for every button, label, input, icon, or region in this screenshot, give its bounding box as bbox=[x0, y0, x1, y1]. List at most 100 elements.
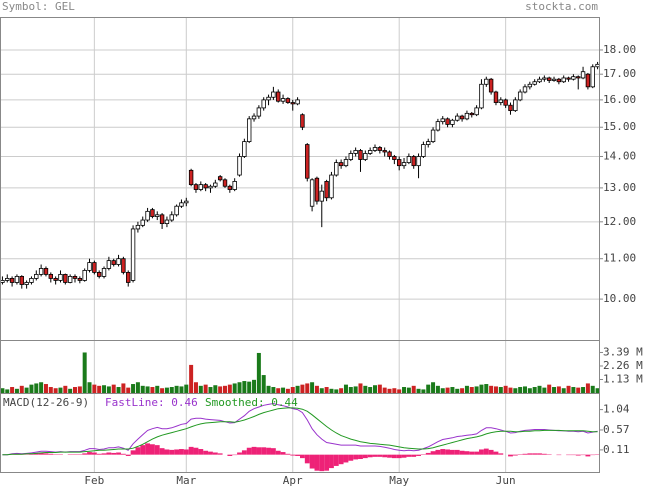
candle-body bbox=[242, 141, 247, 157]
volume-bar bbox=[213, 385, 218, 393]
candle-body bbox=[169, 214, 174, 221]
histogram-bar bbox=[464, 451, 470, 455]
volume-bar bbox=[135, 382, 140, 393]
legend-entry: Smoothed: 0.44 bbox=[205, 396, 298, 409]
histogram-bar bbox=[130, 450, 136, 455]
volume-bar bbox=[445, 387, 450, 393]
volume-bar bbox=[290, 387, 295, 393]
histogram-bar bbox=[91, 452, 97, 455]
volume-bar bbox=[513, 388, 518, 393]
candle-body bbox=[188, 169, 194, 186]
volume-bar bbox=[469, 387, 474, 393]
candle-body bbox=[256, 107, 262, 117]
volume-bar bbox=[227, 384, 232, 393]
candle-body bbox=[126, 272, 131, 283]
candle-body bbox=[324, 181, 329, 199]
candle-body bbox=[426, 141, 431, 145]
candle-body bbox=[67, 276, 73, 283]
histogram-bar bbox=[135, 447, 141, 455]
volume-bar bbox=[387, 388, 392, 393]
candle-body bbox=[459, 115, 465, 120]
histogram-bar bbox=[212, 452, 218, 455]
candle-body bbox=[130, 228, 136, 281]
candle-body bbox=[72, 276, 78, 279]
volume-bar bbox=[426, 384, 431, 393]
candle-body bbox=[145, 210, 150, 221]
histogram-bar bbox=[43, 453, 49, 455]
volume-bar bbox=[271, 387, 276, 393]
volume-bar bbox=[218, 386, 223, 393]
histogram-bar bbox=[120, 453, 126, 455]
volume-bar bbox=[523, 386, 527, 393]
histogram-bar bbox=[527, 453, 533, 455]
candle-body bbox=[508, 104, 513, 112]
y-tick-label: 15.00 bbox=[603, 120, 636, 133]
x-tick-label: May bbox=[389, 474, 409, 486]
histogram-bar bbox=[275, 450, 281, 455]
volume-bar bbox=[285, 388, 290, 393]
volume-bar bbox=[189, 364, 194, 393]
histogram-bar bbox=[324, 454, 330, 471]
histogram-bar bbox=[430, 451, 436, 455]
candle-body bbox=[585, 73, 591, 88]
histogram-bar bbox=[493, 451, 499, 455]
volume-bar bbox=[48, 387, 53, 393]
candle-body bbox=[590, 66, 595, 88]
volume-bar bbox=[590, 385, 595, 393]
candle-body bbox=[309, 179, 315, 207]
volume-bar bbox=[73, 387, 77, 393]
candle-body bbox=[343, 159, 349, 167]
histogram-bar bbox=[343, 454, 349, 463]
candle-body bbox=[203, 184, 208, 189]
candle-body bbox=[24, 282, 29, 285]
histogram-bar bbox=[96, 453, 102, 455]
histogram-bar bbox=[159, 448, 165, 455]
volume-bar bbox=[237, 382, 242, 393]
candle-body bbox=[566, 77, 571, 80]
volume-bar bbox=[411, 385, 416, 393]
histogram-bar bbox=[217, 453, 223, 455]
histogram-bar bbox=[203, 450, 209, 455]
volume-bar bbox=[150, 387, 155, 393]
volume-bar bbox=[353, 386, 358, 393]
histogram-bar bbox=[512, 454, 518, 456]
candle-body bbox=[53, 278, 58, 281]
histogram-bar bbox=[227, 454, 233, 456]
histogram-bar bbox=[401, 454, 407, 458]
candle-body bbox=[121, 258, 126, 273]
candle-body bbox=[208, 185, 213, 189]
candle-body bbox=[213, 182, 218, 187]
histogram-bar bbox=[256, 447, 262, 455]
volume-bar bbox=[24, 387, 29, 393]
histogram-bar bbox=[522, 453, 528, 455]
volume-bar bbox=[97, 385, 102, 393]
candle-body bbox=[140, 219, 145, 226]
volume-bar bbox=[82, 352, 87, 393]
volume-bar bbox=[479, 384, 484, 393]
candle-body bbox=[546, 77, 552, 81]
histogram-bar bbox=[469, 451, 475, 455]
volume-bar bbox=[39, 382, 44, 393]
candle-body bbox=[179, 202, 184, 207]
x-tick-label: Apr bbox=[283, 474, 303, 486]
histogram-bar bbox=[396, 454, 402, 459]
histogram-bar bbox=[179, 449, 184, 455]
candle-body bbox=[58, 273, 63, 281]
histogram-bar bbox=[266, 447, 271, 455]
histogram-bar bbox=[33, 453, 39, 455]
candle-body bbox=[469, 112, 474, 116]
volume-bar bbox=[484, 384, 489, 393]
volume-bar bbox=[474, 386, 479, 393]
volume-bar bbox=[343, 384, 348, 393]
histogram-bar bbox=[333, 454, 339, 466]
volume-bar bbox=[53, 388, 58, 393]
volume-bar bbox=[556, 386, 561, 393]
histogram-bar bbox=[106, 452, 112, 455]
histogram-bar bbox=[280, 452, 286, 455]
volume-bar bbox=[121, 383, 126, 393]
histogram-bar bbox=[101, 453, 107, 455]
volume-bar bbox=[329, 388, 334, 393]
candle-body bbox=[517, 91, 523, 101]
y-tick-label: 12.00 bbox=[603, 215, 636, 228]
